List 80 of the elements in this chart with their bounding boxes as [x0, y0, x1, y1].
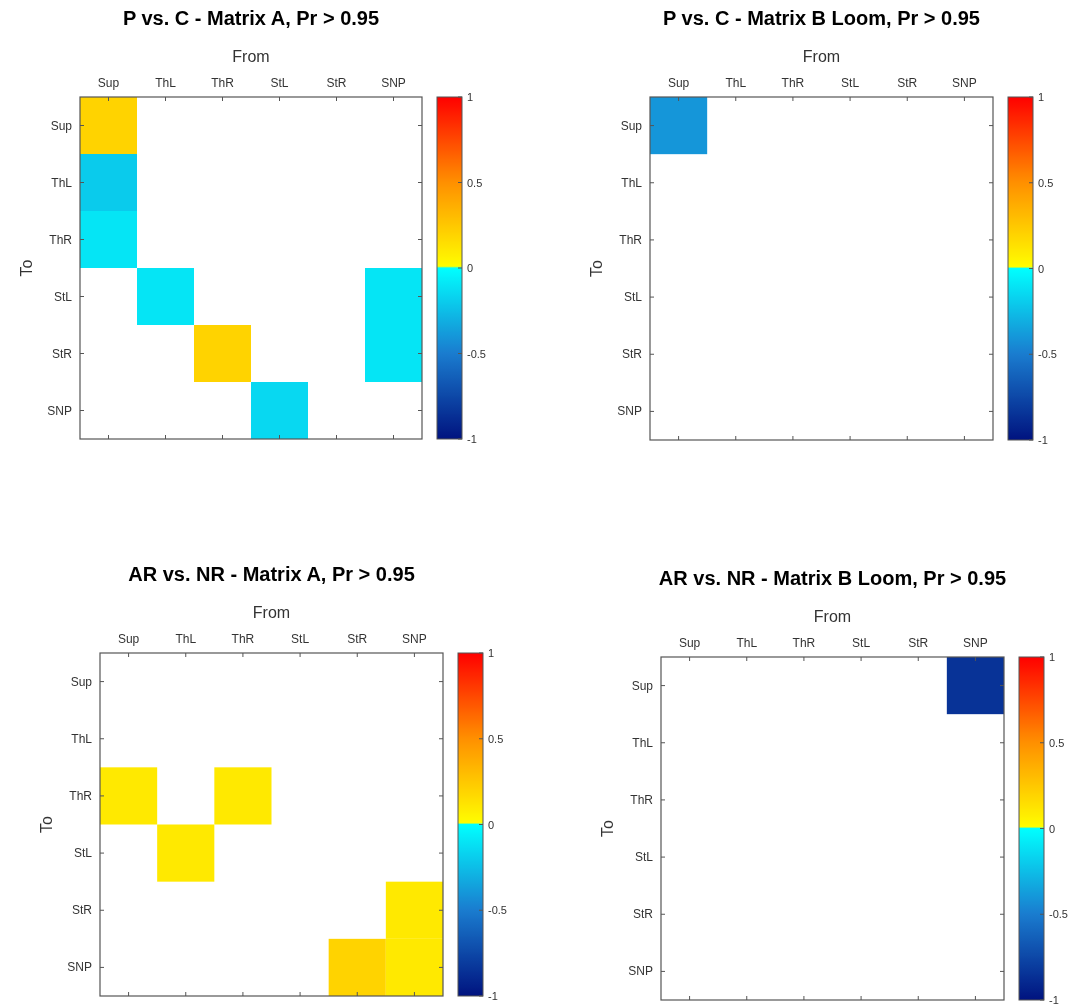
- x-tick-label: Sup: [117, 632, 140, 646]
- y-axis-title: To: [599, 819, 616, 837]
- x-tick-label: StR: [347, 632, 368, 646]
- color-bar-label: -1: [467, 433, 477, 445]
- color-bar-label: 0.5: [1038, 176, 1054, 189]
- x-axis-title: From: [232, 48, 270, 65]
- y-tick-label: SNP: [67, 960, 92, 975]
- y-tick-label: StR: [632, 907, 654, 922]
- y-tick-label: StR: [621, 347, 643, 362]
- chart-title: P vs. C - Matrix B Loom, Pr > 0.95: [663, 7, 980, 29]
- color-bar-label: -0.5: [488, 904, 507, 917]
- y-tick-label: StL: [73, 846, 93, 861]
- color-bar-label: 0: [1049, 822, 1056, 835]
- y-axis-title: To: [18, 259, 35, 277]
- y-tick-label: StR: [51, 346, 73, 361]
- y-tick-label: SNP: [47, 403, 72, 418]
- y-axis-title: To: [588, 259, 605, 277]
- y-tick-label: ThL: [632, 735, 654, 750]
- x-tick-label: SNP: [402, 632, 427, 646]
- color-bar-label: 0: [1038, 262, 1045, 275]
- x-axis-title: From: [802, 48, 841, 65]
- y-tick-label: StL: [623, 290, 643, 305]
- color-bar-label: 1: [1038, 91, 1045, 103]
- y-tick-label: SNP: [617, 404, 642, 419]
- chart-title: AR vs. NR - Matrix B Loom, Pr > 0.95: [658, 567, 1007, 589]
- x-tick-label: StR: [326, 76, 347, 90]
- x-tick-label: SNP: [963, 636, 988, 650]
- x-tick-label: SNP: [952, 76, 977, 90]
- chart-title: P vs. C - Matrix A, Pr > 0.95: [122, 7, 380, 29]
- x-tick-label: StL: [291, 632, 310, 646]
- x-tick-label: ThL: [155, 76, 177, 90]
- y-tick-label: Sup: [50, 118, 73, 133]
- y-tick-label: StL: [53, 289, 73, 304]
- x-tick-label: ThL: [175, 632, 197, 646]
- color-bar-label: 1: [1049, 651, 1056, 663]
- x-tick-label: StL: [852, 636, 871, 650]
- y-tick-label: ThL: [71, 731, 93, 746]
- x-tick-label: ThR: [211, 76, 235, 90]
- y-tick-label: ThR: [619, 232, 643, 247]
- x-tick-label: ThL: [736, 636, 758, 650]
- x-tick-label: Sup: [97, 76, 120, 90]
- y-tick-label: SNP: [628, 964, 653, 979]
- y-tick-label: Sup: [620, 118, 643, 133]
- x-tick-label: StR: [908, 636, 929, 650]
- color-bar-label: 1: [488, 647, 495, 659]
- y-tick-label: Sup: [70, 674, 93, 689]
- x-tick-label: Sup: [667, 76, 690, 90]
- x-tick-label: ThL: [725, 76, 747, 90]
- y-tick-label: ThR: [630, 792, 654, 807]
- y-tick-label: Sup: [631, 678, 654, 693]
- x-tick-label: Sup: [678, 636, 701, 650]
- x-tick-label: StL: [270, 76, 289, 90]
- y-tick-label: ThL: [621, 175, 643, 190]
- color-bar-label: -1: [1049, 994, 1059, 1005]
- x-axis-title: From: [252, 604, 291, 621]
- x-tick-label: ThR: [792, 636, 816, 650]
- x-tick-label: StR: [897, 76, 918, 90]
- x-tick-label: SNP: [381, 76, 406, 90]
- x-axis-title: From: [813, 608, 852, 625]
- color-bar-label: -1: [488, 990, 498, 1002]
- color-bar-label: 0.5: [467, 176, 483, 189]
- x-tick-label: ThR: [231, 632, 255, 646]
- color-bar-label: -0.5: [1038, 348, 1057, 361]
- y-axis-title: To: [38, 815, 55, 833]
- color-bar-label: 0: [488, 818, 495, 831]
- x-tick-label: ThR: [781, 76, 805, 90]
- color-bar-label: 0: [467, 262, 474, 274]
- y-tick-label: ThR: [49, 232, 73, 247]
- color-bar-label: -0.5: [467, 347, 486, 360]
- color-bar-label: -0.5: [1049, 908, 1068, 921]
- x-tick-label: StL: [841, 76, 860, 90]
- y-tick-label: StR: [71, 903, 93, 918]
- y-tick-label: StL: [634, 850, 654, 865]
- color-bar-label: 0.5: [1049, 736, 1065, 749]
- color-bar-label: -1: [1038, 434, 1048, 446]
- y-tick-label: ThL: [51, 175, 73, 190]
- chart-title: AR vs. NR - Matrix A, Pr > 0.95: [128, 563, 415, 585]
- y-tick-label: ThR: [69, 788, 93, 803]
- color-bar-label: 0.5: [488, 732, 504, 745]
- color-bar-label: 1: [467, 91, 474, 103]
